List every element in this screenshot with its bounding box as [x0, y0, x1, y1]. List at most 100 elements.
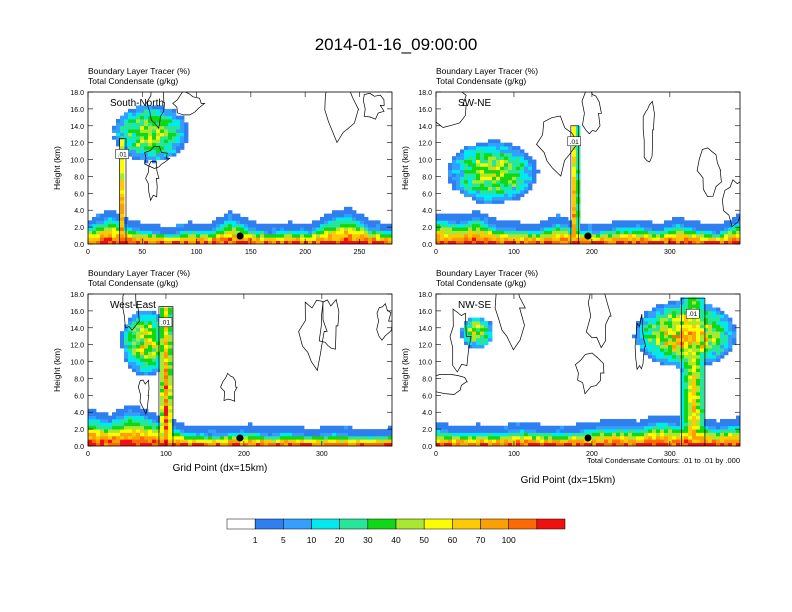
tracer-cell	[276, 233, 281, 238]
tracer-cell	[624, 240, 629, 244]
tracer-cell	[476, 169, 481, 174]
tracer-cell	[228, 223, 233, 228]
tracer-cell	[136, 432, 141, 437]
tracer-cell	[728, 337, 733, 342]
tracer-cell	[472, 186, 477, 191]
tracer-cell	[692, 297, 697, 302]
tracer-cell	[720, 344, 725, 349]
tracer-cell	[136, 227, 141, 231]
y-axis-label: Height (km)	[400, 348, 410, 392]
tracer-cell	[732, 425, 737, 430]
tracer-cell	[652, 351, 657, 356]
tracer-cell	[320, 223, 325, 228]
tracer-cell	[664, 321, 669, 325]
tracer-cell	[316, 233, 321, 238]
tracer-cell	[484, 324, 489, 329]
tracer-cell	[264, 223, 269, 228]
tracer-cell	[624, 429, 629, 433]
tracer-cell	[112, 412, 117, 416]
tracer-cell	[616, 223, 621, 228]
tracer-cell	[160, 361, 165, 366]
tracer-cell	[504, 186, 509, 191]
tracer-cell	[124, 112, 129, 117]
tracer-cell	[96, 220, 101, 225]
tracer-cell	[88, 422, 93, 427]
tracer-cell	[652, 334, 657, 339]
tracer-cell	[352, 227, 357, 231]
tracer-cell	[104, 425, 109, 430]
tracer-cell	[572, 179, 577, 184]
tracer-cell	[220, 435, 225, 440]
tracer-cell	[476, 240, 481, 244]
tracer-cell	[100, 227, 105, 231]
tracer-cell	[496, 162, 501, 167]
tracer-cell	[572, 183, 577, 187]
tracer-cell	[700, 240, 705, 244]
tracer-cell	[700, 425, 705, 430]
tracer-cell	[88, 237, 93, 242]
tracer-cell	[576, 173, 581, 177]
tracer-cell	[184, 432, 189, 437]
tracer-cell	[324, 425, 329, 430]
tracer-cell	[456, 435, 461, 440]
tracer-cell	[120, 435, 125, 440]
tracer-cell	[668, 334, 673, 339]
tracer-cell	[340, 210, 345, 214]
tracer-cell	[196, 237, 201, 242]
tracer-cell	[140, 425, 145, 430]
tracer-cell	[344, 220, 349, 225]
condensate-contour	[137, 379, 150, 416]
tracer-cell	[508, 189, 513, 194]
tracer-cell	[220, 425, 225, 430]
tracer-cell	[720, 317, 725, 322]
tracer-cell	[460, 240, 465, 244]
tracer-cell	[672, 442, 677, 446]
tracer-cell	[168, 395, 173, 400]
tracer-cell	[464, 240, 469, 244]
tracer-cell	[592, 439, 597, 444]
tracer-cell	[664, 351, 669, 356]
tracer-cell	[344, 435, 349, 440]
tracer-cell	[464, 186, 469, 191]
tracer-cell	[620, 429, 625, 433]
tracer-cell	[672, 432, 677, 437]
tracer-cell	[340, 435, 345, 440]
tracer-cell	[460, 442, 465, 446]
tracer-cell	[572, 162, 577, 167]
tracer-cell	[692, 331, 697, 335]
tracer-cell	[696, 412, 701, 416]
tracer-cell	[384, 439, 389, 444]
tracer-cell	[512, 425, 517, 430]
tracer-cell	[500, 196, 505, 201]
tracer-cell	[112, 442, 117, 446]
tracer-cell	[264, 432, 269, 437]
tracer-cell	[660, 331, 665, 335]
tracer-cell	[464, 233, 469, 238]
tracer-cell	[632, 435, 637, 440]
tracer-cell	[696, 237, 701, 242]
tracer-cell	[120, 230, 125, 235]
tracer-cell	[696, 297, 701, 302]
tracer-cell	[452, 435, 457, 440]
tracer-cell	[136, 125, 141, 130]
tracer-cell	[160, 146, 165, 150]
tracer-cell	[100, 422, 105, 427]
tracer-cell	[600, 418, 605, 423]
tracer-cell	[120, 142, 125, 147]
tracer-cell	[516, 193, 521, 198]
tracer-cell	[664, 307, 669, 312]
tracer-cell	[452, 223, 457, 228]
tracer-cell	[248, 220, 253, 225]
tracer-cell	[712, 230, 717, 235]
tracer-cell	[732, 327, 737, 332]
tracer-cell	[696, 230, 701, 235]
tracer-cell	[632, 422, 637, 427]
tracer-cell	[672, 314, 677, 319]
tracer-cell	[652, 354, 657, 359]
tracer-cell	[352, 220, 357, 225]
tracer-cell	[96, 415, 101, 420]
y-tick-label: 0.0	[422, 444, 432, 451]
tracer-cell	[492, 179, 497, 184]
tracer-cell	[520, 230, 525, 235]
tracer-cell	[440, 429, 445, 433]
